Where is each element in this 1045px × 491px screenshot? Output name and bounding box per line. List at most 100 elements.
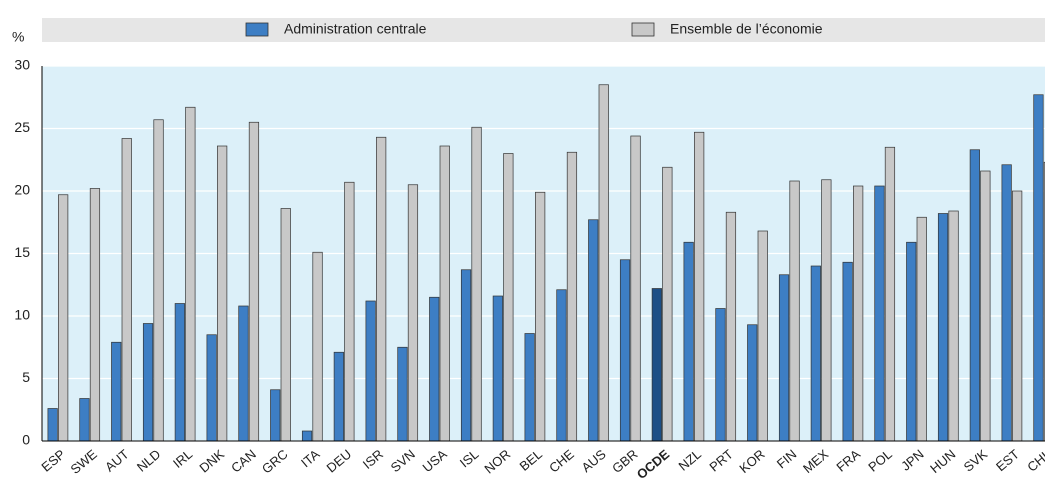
bar [778,274,790,442]
bar [503,153,514,442]
x-tick-label: EST [993,446,1022,474]
bar [619,259,631,442]
x-tick-label: SVK [961,446,991,474]
x-tick-label: CHL [1024,446,1045,474]
x-tick-label: CAN [228,446,259,475]
bar [217,145,228,442]
bar [916,216,927,442]
x-tick-label: AUS [579,446,609,475]
bar [842,261,853,442]
x-tick-label: HUN [927,446,958,476]
bar [89,188,101,442]
bar [747,324,758,442]
x-tick-label: JPN [898,446,926,473]
bar [365,300,376,442]
bar [556,289,567,442]
legend-swatch [245,22,269,37]
bar [757,230,768,442]
y-tick-label: 25 [14,119,30,135]
bar [810,265,821,442]
bar [407,184,419,442]
x-tick-label: SVN [388,446,418,475]
x-tick-label: AUT [102,446,132,474]
x-tick-label: CHE [546,446,577,475]
y-tick-label: 10 [14,307,30,323]
bar [980,170,991,442]
y-tick-label: 0 [22,432,30,448]
bar [471,126,482,442]
bar [524,333,535,442]
bar [884,146,896,442]
bar [651,288,662,442]
bar [376,136,387,442]
bar [683,241,694,442]
bar [111,341,122,442]
bar [270,389,281,442]
x-tick-label: SWE [68,446,101,477]
x-tick-label: POL [865,446,895,474]
bar [906,241,917,442]
bar [588,219,599,442]
bar [1001,164,1012,442]
legend-band [42,18,1045,42]
bar [492,295,503,442]
bar [280,208,291,442]
bar [238,305,249,442]
x-tick-label: NLD [134,446,164,474]
x-tick-label: NZL [676,446,704,473]
bar [121,138,132,442]
bar [301,430,313,442]
bar [937,213,949,442]
legend-swatch [631,22,655,37]
x-tick-label: FIN [774,446,800,471]
bar [185,106,196,442]
bar [789,180,800,442]
x-tick-label: ITA [298,446,323,470]
x-tick-label: ISR [360,446,386,471]
bar [79,398,90,442]
bar [248,121,260,442]
x-tick-label: KOR [736,446,767,476]
bar [460,269,472,442]
bar [969,149,980,442]
y-tick-label: 15 [14,244,30,260]
x-tick-label: OCDE [634,446,673,482]
legend-label: Ensemble de l’économie [670,21,823,37]
bar [333,351,344,442]
bar [662,166,673,442]
bar [874,185,885,442]
y-tick-label: 20 [14,182,30,198]
x-tick-label: IRL [170,446,195,470]
bar [725,211,737,442]
x-tick-label: ISL [457,446,482,470]
bar [948,210,959,442]
x-tick-label: FRA [833,446,863,474]
bar [566,151,578,442]
bar [344,181,355,442]
bar [206,334,217,442]
bar [715,308,726,442]
bar [439,145,450,442]
bar [47,408,58,442]
bar [397,346,408,442]
y-tick-label: 5 [22,369,30,385]
x-tick-label: BEL [517,446,545,473]
legend-label: Administration centrale [284,21,427,37]
y-axis-label: % [12,29,24,45]
bar [694,131,705,442]
bar [153,119,164,442]
bar [821,179,832,442]
x-tick-label: USA [420,446,450,475]
bar [853,185,864,442]
x-tick-label: PRT [706,446,735,474]
bar [598,84,609,442]
bar [174,303,185,442]
bar [630,135,641,442]
x-tick-label: GRC [259,446,291,476]
bar [429,296,440,442]
x-tick-label: MEX [800,446,831,476]
bar [142,323,154,442]
x-tick-label: ESP [38,446,68,474]
bar [1012,190,1023,442]
